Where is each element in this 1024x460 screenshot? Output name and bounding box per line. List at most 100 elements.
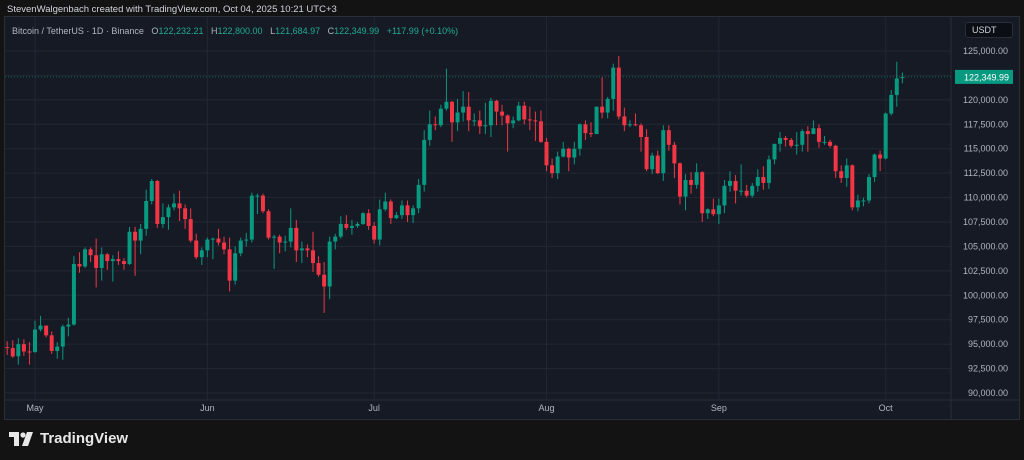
chart-panel[interactable] (4, 16, 1020, 420)
candle-body (766, 159, 771, 183)
candle-body (778, 137, 783, 144)
candle-body (666, 130, 671, 145)
candle-body (472, 120, 477, 122)
candle-body (883, 113, 888, 159)
candle-body (405, 205, 410, 216)
candle-body (33, 329, 37, 352)
candle-body (700, 172, 705, 214)
candle-body (105, 254, 110, 262)
candle-body (260, 195, 265, 212)
candle-body (889, 94, 894, 114)
low-value: 121,684.97 (275, 26, 321, 36)
candle-body (739, 190, 744, 192)
candle-body (222, 242, 227, 250)
candle-body (383, 201, 388, 210)
candle-body (83, 249, 88, 267)
candle-body (144, 200, 149, 229)
candle-body (500, 111, 505, 116)
candle-body (450, 101, 454, 123)
candle-body (394, 215, 399, 219)
time-axis-label: Oct (879, 403, 894, 413)
price-axis-label: 97,500.00 (968, 315, 1008, 325)
candle-body (216, 238, 221, 243)
candle-body (272, 236, 277, 238)
symbol-name[interactable]: Bitcoin / TetherUS · 1D · Binance (12, 26, 144, 36)
candle-body (494, 100, 499, 112)
candle-body (550, 165, 555, 174)
candle-body (644, 136, 649, 170)
candle-body (605, 98, 610, 113)
candle-body (900, 76, 905, 79)
candle-body (305, 248, 310, 251)
candle-body (511, 120, 516, 124)
last-price-label: 122,349.99 (964, 72, 1009, 82)
candle-body (483, 125, 488, 127)
candle-body (816, 128, 821, 142)
candle-body (10, 348, 15, 357)
candle-body (650, 155, 655, 170)
candle-body (316, 263, 321, 275)
candle-body (372, 225, 377, 240)
tradingview-logo[interactable]: TradingView (9, 430, 128, 447)
candle-body (867, 177, 871, 201)
candle-body (127, 231, 132, 265)
candle-body (16, 344, 21, 357)
candle-body (661, 130, 666, 174)
candle-body (677, 163, 682, 197)
candle-body (277, 236, 282, 243)
candle-body (160, 217, 165, 224)
candle-body (527, 119, 532, 121)
candle-body (761, 177, 766, 183)
candle-body (322, 274, 327, 287)
candle-body (361, 213, 366, 224)
candle-body (299, 248, 304, 251)
candle-body (516, 105, 521, 121)
candle-body (839, 171, 844, 179)
time-axis-label: Aug (539, 403, 555, 413)
candle-body (99, 254, 104, 268)
candle-body (538, 121, 543, 142)
candle-body (488, 100, 493, 126)
candle-body (589, 133, 593, 135)
time-axis-label: May (26, 403, 44, 413)
candle-body (750, 185, 755, 196)
candle-body (561, 148, 566, 157)
tradingview-logo-icon (9, 431, 33, 446)
candle-body (572, 148, 577, 158)
candle-body (800, 131, 805, 145)
candle-body (416, 184, 421, 209)
candle-body (155, 180, 160, 224)
price-axis-label: 95,000.00 (968, 339, 1008, 349)
candle-body (444, 101, 449, 109)
candle-body (49, 335, 54, 351)
candle-body (399, 205, 404, 216)
candle-body (844, 165, 849, 179)
candle-body (872, 154, 877, 178)
price-axis-label: 110,000.00 (964, 193, 1008, 203)
candle-body (27, 351, 32, 353)
open-value: 122,232.21 (158, 26, 204, 36)
price-axis-label: 105,000.00 (963, 241, 1008, 251)
candle-body (110, 259, 115, 262)
candle-body (672, 144, 677, 164)
currency-button[interactable]: USDT (965, 22, 1013, 38)
candle-body (210, 238, 215, 240)
time-axis-label: Sep (711, 403, 727, 413)
candle-body (811, 128, 816, 135)
candle-body (894, 78, 899, 95)
candle-body (611, 67, 616, 99)
candle-body (828, 141, 833, 146)
candle-body (616, 67, 621, 117)
candle-body (249, 195, 254, 240)
candle-body (266, 211, 271, 238)
candle-body (199, 250, 204, 258)
price-axis-label: 92,500.00 (968, 364, 1008, 374)
candle-body (294, 227, 299, 251)
candle-body (349, 225, 354, 228)
candle-body (783, 137, 788, 140)
candle-body (655, 155, 660, 174)
candle-body (355, 223, 360, 226)
candle-body (622, 116, 627, 126)
low-label: L (270, 26, 276, 36)
